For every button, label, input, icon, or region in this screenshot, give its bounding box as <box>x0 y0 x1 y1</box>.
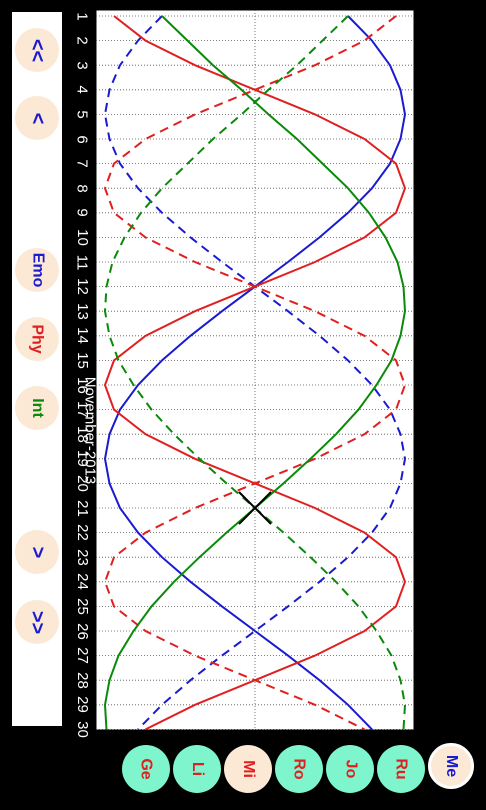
biorhythm-chart[interactable] <box>96 10 426 730</box>
phy-toggle-button[interactable]: Phy <box>15 317 59 361</box>
person-button[interactable]: Ru <box>377 745 425 793</box>
me-button[interactable]: Me <box>428 743 474 789</box>
person-button[interactable]: Mi <box>224 745 272 793</box>
series-line <box>103 15 407 730</box>
navigation-panel: << < Emo Phy Int > >> <box>12 12 62 726</box>
emo-label: Emo <box>28 252 46 288</box>
person-button[interactable]: Li <box>173 745 221 793</box>
me-label: Me <box>442 754 460 778</box>
people-panel: Ge Li Mi Ro Jo Ru <box>96 740 426 798</box>
int-label: Int <box>28 398 46 418</box>
person-button[interactable]: Ro <box>275 745 323 793</box>
person-label: Ge <box>138 758 155 780</box>
forward-button[interactable]: > <box>15 530 59 574</box>
person-button[interactable]: Ge <box>122 745 170 793</box>
person-label: Ro <box>290 758 308 780</box>
phy-label: Phy <box>29 324 46 354</box>
person-label: Mi <box>240 760 257 778</box>
fast-back-label: << <box>26 38 49 62</box>
back-button[interactable]: < <box>15 96 59 140</box>
series-mirror-line <box>103 15 407 730</box>
person-label: Jo <box>341 759 359 779</box>
person-button[interactable]: Jo <box>326 745 374 793</box>
series-mirror-line <box>103 15 407 730</box>
cursor-mark <box>238 491 272 525</box>
fast-forward-button[interactable]: >> <box>15 600 59 644</box>
fast-forward-label: >> <box>26 610 49 634</box>
back-label: < <box>26 112 49 124</box>
person-label: Li <box>189 761 206 777</box>
int-toggle-button[interactable]: Int <box>15 386 59 430</box>
series-mirror-line <box>103 15 407 730</box>
series-line <box>103 15 407 730</box>
forward-label: > <box>26 546 49 558</box>
person-label: Ru <box>392 758 410 780</box>
emo-toggle-button[interactable]: Emo <box>15 248 59 292</box>
series-line <box>103 15 407 730</box>
fast-back-button[interactable]: << <box>15 28 59 72</box>
